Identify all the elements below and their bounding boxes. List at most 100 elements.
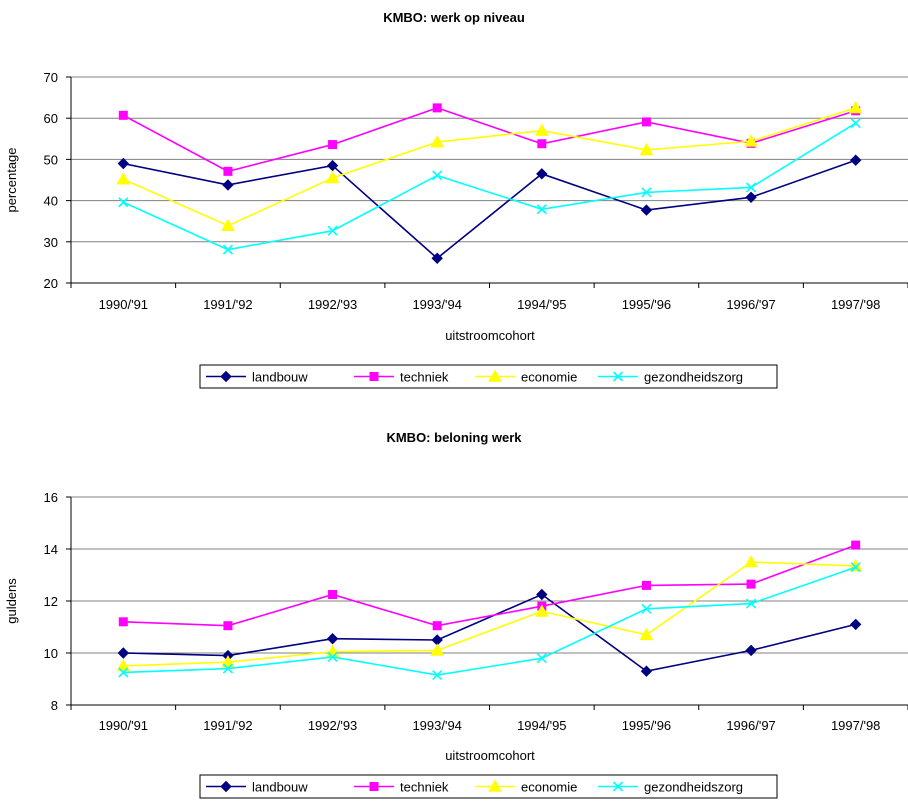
werk-xtick-label-7: 1997/'98 <box>831 297 880 312</box>
werk-legend-label-landbouw: landbouw <box>252 370 308 385</box>
beloning-point-gezondheidszorg-6 <box>745 598 757 609</box>
werk-point-landbouw-7 <box>849 154 862 166</box>
werk-series-line-techniek <box>122 107 856 173</box>
beloning-ytick-label-12: 12 <box>44 594 58 609</box>
beloning-point-techniek-7 <box>851 540 861 550</box>
beloning-point-gezondheidszorg-7-stroke-b <box>850 562 861 573</box>
beloning-point-gezondheidszorg-0 <box>118 667 129 678</box>
beloning-legend-marker-economie <box>488 779 502 792</box>
beloning-point-economie-3 <box>430 643 445 656</box>
beloning-point-economie-0 <box>116 658 131 672</box>
werk-point-landbouw-4 <box>536 168 548 180</box>
beloning-series-landbouw <box>117 588 862 677</box>
werk-point-gezondheidszorg-4-stroke-b <box>536 204 547 215</box>
beloning-point-gezondheidszorg-0-stroke-b <box>118 667 129 678</box>
beloning-ytick-label-8: 8 <box>51 698 58 713</box>
beloning-point-economie-1 <box>221 655 235 668</box>
beloning-series-gezondheidszorg <box>118 562 861 681</box>
beloning-xtick-label-5: 1995/'96 <box>622 718 671 733</box>
werk-series-line-gezondheidszorg <box>122 122 857 251</box>
werk-point-economie-6 <box>744 134 758 147</box>
werk-series-line-economie <box>122 107 856 227</box>
werk-point-gezondheidszorg-3-stroke-b <box>432 170 443 181</box>
beloning-legend-marker-gezondheidszorg-stroke-b <box>612 781 624 792</box>
werk-ytick-label-20: 20 <box>44 276 58 291</box>
werk-point-techniek-2 <box>328 140 338 150</box>
beloning-series-line-economie <box>123 561 856 667</box>
beloning-point-gezondheidszorg-7 <box>850 562 861 573</box>
werk-legend-label-economie: economie <box>521 370 577 385</box>
werk-point-techniek-1 <box>223 166 233 176</box>
beloning-legend-label-techniek: techniek <box>400 780 449 795</box>
werk-point-landbouw-5 <box>640 204 653 216</box>
werk-point-landbouw-3 <box>431 252 443 264</box>
beloning-series-line-techniek <box>123 544 856 627</box>
beloning-series-line-landbouw <box>123 593 856 673</box>
werk-point-economie-3 <box>430 135 445 148</box>
werk-point-economie-7 <box>848 100 863 114</box>
beloning-legend-label-landbouw: landbouw <box>252 780 308 795</box>
werk-point-landbouw-6 <box>745 191 757 204</box>
beloning-x-axis-label: uitstroomcohort <box>445 748 535 763</box>
werk-ytick-label-40: 40 <box>44 194 58 209</box>
werk-xtick-label-2: 1992/'93 <box>308 297 357 312</box>
beloning-point-landbouw-7 <box>849 618 862 631</box>
werk-series-landbouw <box>117 154 862 264</box>
werk-legend-marker-techniek <box>369 372 379 381</box>
beloning-chart-title: KMBO: beloning werk <box>386 430 522 445</box>
werk-series-gezondheidszorg <box>118 118 861 255</box>
werk-point-gezondheidszorg-6 <box>745 182 757 193</box>
beloning-xtick-label-7: 1997/'98 <box>831 718 880 733</box>
werk-series-line-landbouw <box>123 159 856 260</box>
werk-point-economie-0 <box>116 172 131 185</box>
werk-point-gezondheidszorg-1-stroke-b <box>222 244 234 255</box>
beloning-point-gezondheidszorg-4 <box>536 653 547 664</box>
werk-x-axis-label: uitstroomcohort <box>445 328 535 343</box>
werk-xtick-label-5: 1995/'96 <box>622 297 671 312</box>
beloning-point-landbouw-0 <box>117 647 130 659</box>
beloning-xtick-label-1: 1991/'92 <box>203 718 252 733</box>
beloning-xtick-label-0: 1990/'91 <box>99 718 148 733</box>
beloning-point-techniek-5 <box>641 580 651 590</box>
werk-ytick-label-50: 50 <box>44 152 58 167</box>
werk-xtick-label-3: 1993/'94 <box>412 297 461 312</box>
werk-legend-label-techniek: techniek <box>400 370 449 385</box>
beloning-point-gezondheidszorg-2-stroke-b <box>327 651 338 662</box>
chart-werk-op-niveau: KMBO: werk op niveau 20 30 40 50 60 70 1990/'91… <box>4 10 908 389</box>
beloning-point-landbouw-6 <box>745 644 757 657</box>
werk-ytick-label-70: 70 <box>44 70 58 85</box>
werk-legend-marker-gezondheidszorg <box>612 371 624 382</box>
werk-point-techniek-4 <box>537 139 547 149</box>
werk-point-economie-2 <box>325 170 340 184</box>
beloning-xtick-label-2: 1992/'93 <box>308 718 357 733</box>
beloning-point-techniek-3 <box>432 621 442 631</box>
beloning-xtick-label-4: 1994/'95 <box>517 718 566 733</box>
beloning-y-axis-label: guldens <box>4 578 19 624</box>
beloning-point-economie-4 <box>534 604 549 617</box>
werk-point-gezondheidszorg-0 <box>118 197 129 208</box>
beloning-ytick-label-16: 16 <box>44 490 58 505</box>
beloning-point-gezondheidszorg-4-stroke-b <box>536 653 547 664</box>
werk-point-techniek-0 <box>118 110 128 120</box>
werk-point-gezondheidszorg-6-stroke-b <box>745 182 757 193</box>
beloning-point-techniek-0 <box>118 617 128 627</box>
werk-xtick-label-4: 1994/'95 <box>517 297 566 312</box>
werk-point-gezondheidszorg-0-stroke-b <box>118 197 129 208</box>
werk-point-landbouw-0 <box>117 157 130 170</box>
chart-beloning-werk: KMBO: beloning werk 8 10 12 14 16 1990/'91 1991… <box>0 420 908 811</box>
chart-beloning-werk-svg: KMBO: beloning werk 8 10 12 14 16 1990/'91 1991… <box>4 430 908 799</box>
werk-point-gezondheidszorg-1 <box>222 244 234 255</box>
beloning-point-techniek-6 <box>746 579 756 589</box>
beloning-series-techniek <box>118 540 861 631</box>
beloning-point-gezondheidszorg-1 <box>222 663 234 674</box>
beloning-series-line-gezondheidszorg <box>123 566 856 676</box>
werk-point-landbouw-1 <box>222 179 234 191</box>
werk-point-techniek-5 <box>641 117 651 127</box>
beloning-point-economie-6 <box>744 554 758 568</box>
werk-point-gezondheidszorg-2-stroke-b <box>327 225 338 236</box>
werk-point-landbouw-2 <box>326 159 339 172</box>
werk-point-gezondheidszorg-4 <box>536 204 547 215</box>
werk-y-axis-label: percentage <box>4 147 19 212</box>
beloning-xtick-label-3: 1993/'94 <box>412 718 461 733</box>
beloning-xtick-label-6: 1996/'97 <box>726 718 775 733</box>
